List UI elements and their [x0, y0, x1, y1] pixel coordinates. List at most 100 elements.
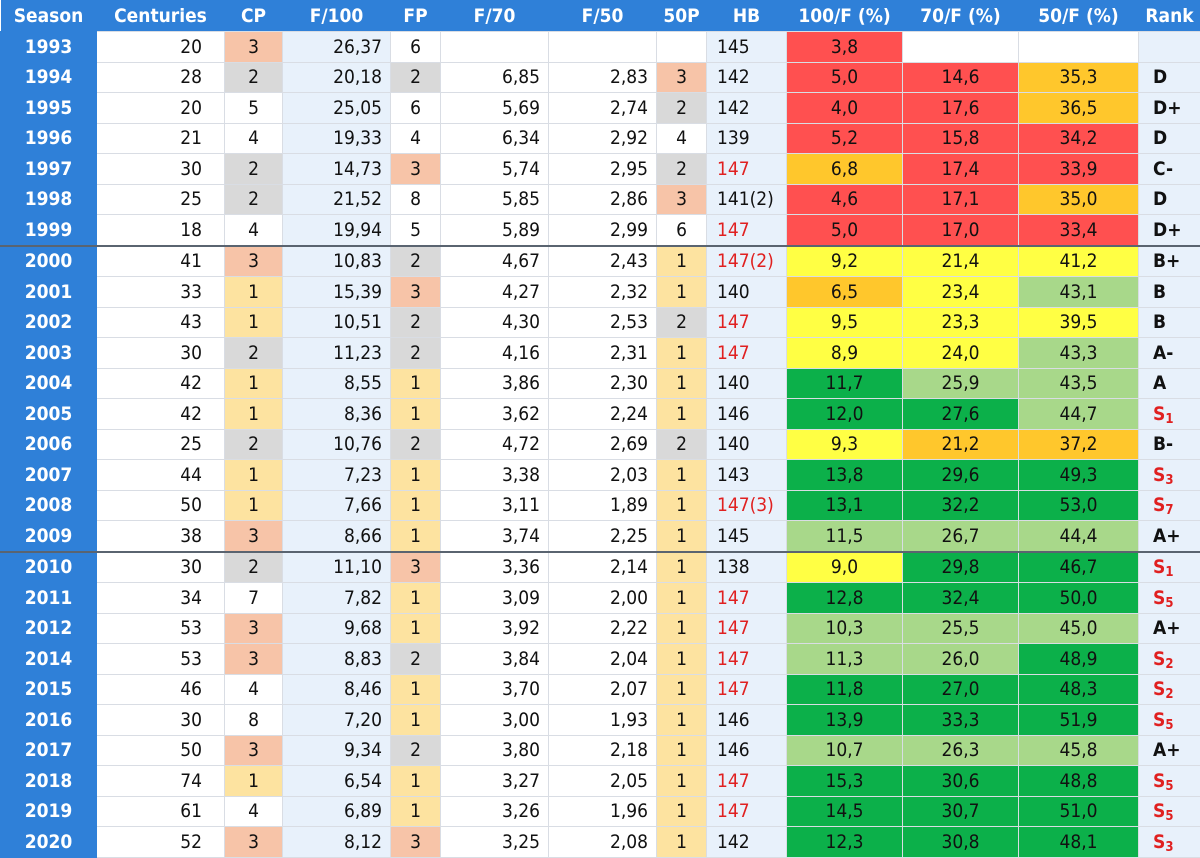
fp-cell: 1	[391, 705, 441, 736]
pct100-cell: 9,0	[787, 552, 903, 583]
centuries-cell: 18	[97, 215, 225, 246]
rank-cell: B	[1139, 277, 1200, 308]
p50-cell: 1	[657, 552, 707, 583]
f100-cell: 7,23	[283, 460, 391, 491]
pct50-cell: 45,8	[1019, 735, 1139, 766]
pct50-cell: 43,3	[1019, 338, 1139, 369]
hb-cell: 147	[707, 766, 787, 797]
f50-cell: 2,14	[549, 552, 657, 583]
pct70-cell: 25,5	[903, 613, 1019, 644]
centuries-cell: 43	[97, 307, 225, 338]
f50-cell: 2,86	[549, 184, 657, 215]
season-cell: 2016	[1, 705, 97, 736]
f70-cell: 3,84	[441, 644, 549, 675]
fp-cell: 6	[391, 93, 441, 124]
fp-cell: 8	[391, 184, 441, 215]
hb-cell: 147	[707, 338, 787, 369]
f50-cell: 1,89	[549, 490, 657, 521]
rank-cell: A-	[1139, 338, 1200, 369]
hb-cell: 140	[707, 277, 787, 308]
hb-cell: 147	[707, 307, 787, 338]
cp-cell: 5	[225, 93, 283, 124]
rank-letter: A+	[1153, 739, 1181, 761]
f100-cell: 7,20	[283, 705, 391, 736]
pct100-cell: 11,5	[787, 521, 903, 552]
pct100-cell: 14,5	[787, 796, 903, 827]
f100-cell: 8,66	[283, 521, 391, 552]
f100-cell: 15,39	[283, 277, 391, 308]
fp-cell: 4	[391, 123, 441, 154]
pct100-cell: 11,7	[787, 368, 903, 399]
f50-cell: 2,30	[549, 368, 657, 399]
centuries-cell: 74	[97, 766, 225, 797]
pct50-cell	[1019, 32, 1139, 63]
header-f100: F/100	[283, 0, 391, 32]
cp-cell: 2	[225, 62, 283, 93]
pct50-cell: 34,2	[1019, 123, 1139, 154]
f70-cell: 4,67	[441, 246, 549, 277]
rank-letter: A	[1153, 372, 1166, 394]
rank-letter: B	[1153, 281, 1166, 303]
fp-cell: 2	[391, 307, 441, 338]
pct100-cell: 9,2	[787, 246, 903, 277]
f50-cell: 2,05	[549, 766, 657, 797]
centuries-cell: 44	[97, 460, 225, 491]
header-f50: F/50	[549, 0, 657, 32]
cp-cell: 1	[225, 307, 283, 338]
cp-cell: 2	[225, 154, 283, 185]
rank-letter: S	[1153, 831, 1165, 853]
pct100-cell: 13,1	[787, 490, 903, 521]
pct70-cell: 32,2	[903, 490, 1019, 521]
centuries-cell: 41	[97, 246, 225, 277]
f70-cell: 5,69	[441, 93, 549, 124]
centuries-cell: 61	[97, 796, 225, 827]
cp-cell: 1	[225, 368, 283, 399]
rank-letter: S	[1153, 464, 1165, 486]
centuries-cell: 53	[97, 644, 225, 675]
f70-cell: 4,72	[441, 429, 549, 460]
centuries-cell: 50	[97, 735, 225, 766]
header-centuries: Centuries	[97, 0, 225, 32]
season-cell: 2017	[1, 735, 97, 766]
season-cell: 2019	[1, 796, 97, 827]
p50-cell: 3	[657, 184, 707, 215]
p50-cell: 1	[657, 460, 707, 491]
rank-cell: B	[1139, 307, 1200, 338]
fp-cell: 1	[391, 521, 441, 552]
season-cell: 1995	[1, 93, 97, 124]
pct100-cell: 4,6	[787, 184, 903, 215]
centuries-cell: 42	[97, 399, 225, 430]
fp-cell: 1	[391, 368, 441, 399]
season-cell: 2005	[1, 399, 97, 430]
rank-cell: A+	[1139, 613, 1200, 644]
rank-letter: A+	[1153, 617, 1181, 639]
cp-cell: 2	[225, 552, 283, 583]
f70-cell: 3,70	[441, 674, 549, 705]
p50-cell: 1	[657, 368, 707, 399]
hb-cell: 140	[707, 368, 787, 399]
hb-cell: 140	[707, 429, 787, 460]
season-cell: 2010	[1, 552, 97, 583]
cp-cell: 1	[225, 490, 283, 521]
fp-cell: 2	[391, 338, 441, 369]
p50-cell: 1	[657, 277, 707, 308]
rank-cell: S5	[1139, 583, 1200, 614]
pct100-cell: 3,8	[787, 32, 903, 63]
f50-cell: 2,08	[549, 827, 657, 858]
centuries-cell: 20	[97, 32, 225, 63]
season-cell: 1993	[1, 32, 97, 63]
pct50-cell: 46,7	[1019, 552, 1139, 583]
pct70-cell: 29,6	[903, 460, 1019, 491]
cp-cell: 1	[225, 277, 283, 308]
rank-letter: D+	[1153, 219, 1182, 241]
fp-cell: 3	[391, 827, 441, 858]
rank-cell: D	[1139, 184, 1200, 215]
